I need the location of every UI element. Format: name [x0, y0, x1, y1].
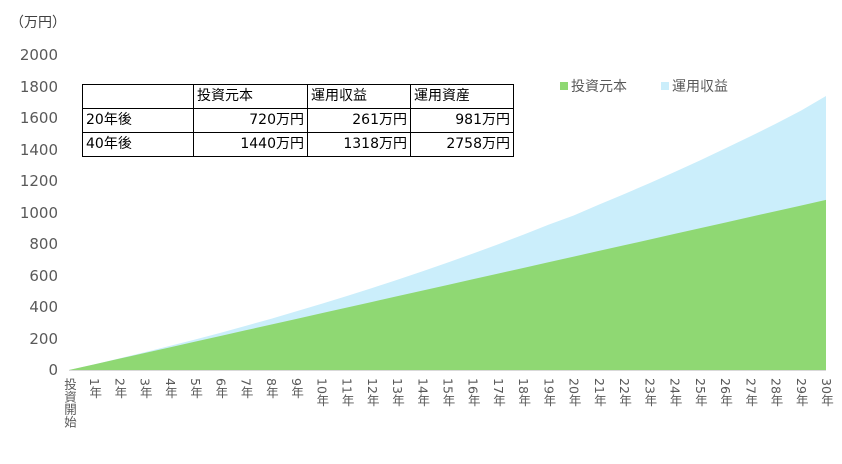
x-tick-label: 8年 — [263, 378, 279, 399]
summary-table: 投資元本 運用収益 運用資産 20年後 720万円 261万円 981万円 40… — [82, 84, 514, 157]
y-tick-label: 1600 — [19, 109, 58, 127]
x-tick-label: 21年 — [591, 378, 607, 407]
y-tick-label: 400 — [29, 298, 58, 316]
principal-area — [69, 199, 826, 370]
x-tick-label: 12年 — [364, 378, 380, 407]
x-tick-label: 30年 — [819, 378, 834, 407]
x-tick-label: 13年 — [390, 378, 406, 407]
table-header-cell: 投資元本 — [193, 84, 308, 109]
x-tick-label: 14年 — [415, 378, 431, 407]
x-tick-label: 20年 — [566, 378, 582, 407]
x-tick-label: 11年 — [339, 378, 355, 407]
table-header-row: 投資元本 運用収益 運用資産 — [82, 84, 514, 109]
y-tick-label: 0 — [48, 361, 58, 379]
x-tick-label: 28年 — [768, 378, 784, 407]
x-tick-label: 3年 — [137, 378, 153, 399]
y-tick-label: 1200 — [19, 172, 58, 190]
table-cell: 2758万円 — [410, 132, 514, 157]
legend: 投資元本 運用収益 — [560, 76, 728, 96]
x-tick-label: 16年 — [465, 378, 481, 407]
x-tick-label: 5年 — [188, 378, 204, 399]
x-tick-label: 9年 — [289, 378, 305, 399]
table-cell: 981万円 — [410, 108, 514, 133]
table-row: 20年後 720万円 261万円 981万円 — [82, 108, 514, 133]
x-tick-label: 24年 — [667, 378, 683, 407]
x-tick-label: 19年 — [541, 378, 557, 407]
table-header-cell: 運用収益 — [307, 84, 411, 109]
principal-swatch-icon — [560, 82, 568, 90]
table-row-label: 40年後 — [82, 132, 194, 157]
legend-label: 投資元本 — [571, 79, 627, 95]
x-tick-label: 27年 — [743, 378, 759, 407]
x-tick-label: 25年 — [692, 378, 708, 407]
x-tick-label: 7年 — [238, 378, 254, 399]
x-tick-label: 2年 — [112, 378, 128, 399]
x-tick-label: 1年 — [87, 378, 103, 399]
x-tick-label: 26年 — [718, 378, 734, 407]
x-tick-label: 10年 — [314, 378, 330, 407]
table-row-label: 20年後 — [82, 108, 194, 133]
y-tick-label: 2000 — [19, 46, 58, 64]
table-cell: 720万円 — [193, 108, 308, 133]
y-tick-label: 800 — [29, 235, 58, 253]
table-cell: 1440万円 — [193, 132, 308, 157]
table-header-cell: 運用資産 — [410, 84, 514, 109]
x-tick-label: 22年 — [617, 378, 633, 407]
x-tick-label: 15年 — [440, 378, 456, 407]
y-tick-label: 1400 — [19, 140, 58, 159]
x-tick-label: 6年 — [213, 378, 229, 399]
y-tick-label: 600 — [29, 266, 58, 285]
profit-swatch-icon — [661, 82, 669, 90]
y-tick-label: 1000 — [19, 203, 58, 222]
table-header-cell — [82, 84, 194, 109]
legend-item-principal: 投資元本 — [560, 76, 627, 96]
table-cell: 261万円 — [307, 108, 411, 133]
x-tick-label: 投資開始 — [62, 378, 77, 428]
x-tick-label: 29年 — [793, 378, 809, 407]
x-tick-label: 4年 — [162, 378, 178, 399]
x-tick-label: 18年 — [516, 378, 532, 407]
table-cell: 1318万円 — [307, 132, 411, 157]
table-row: 40年後 1440万円 1318万円 2758万円 — [82, 132, 514, 157]
x-tick-label: 23年 — [642, 378, 658, 407]
legend-item-profit: 運用収益 — [661, 76, 728, 96]
x-axis-labels: 投資開始 1年 2年 3年 4年 5年 6年 7年 8年 9年 10年 11年 12年 13年 14年 15年… — [0, 378, 842, 464]
legend-label: 運用収益 — [672, 79, 728, 95]
y-axis-unit-label: （万円） — [10, 15, 66, 31]
x-tick-label: 17年 — [490, 378, 506, 407]
y-tick-label: 200 — [29, 329, 58, 348]
y-tick-label: 1800 — [19, 77, 58, 96]
